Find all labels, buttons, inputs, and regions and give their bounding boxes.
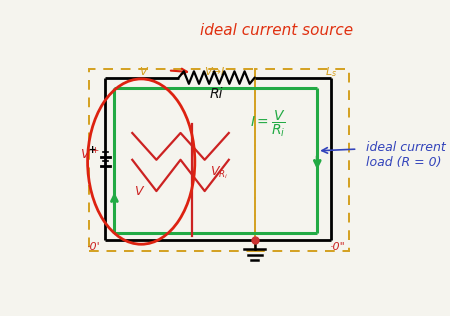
Text: +: +	[88, 145, 98, 155]
Bar	[255, 69, 349, 251]
Text: $I = \dfrac{V}{R_i}$: $I = \dfrac{V}{R_i}$	[250, 109, 286, 139]
Text: ·0': ·0'	[87, 242, 101, 252]
Bar	[90, 69, 255, 251]
Text: V: V	[139, 67, 147, 77]
Text: Ri: Ri	[210, 87, 224, 101]
Text: $L_s$: $L_s$	[324, 65, 337, 79]
Text: V: V	[134, 185, 143, 198]
Text: $V^+$: $V^+$	[80, 148, 99, 163]
Text: $V_{R_i}$: $V_{R_i}$	[210, 165, 228, 181]
Text: V→I: V→I	[204, 67, 225, 77]
Text: ideal current
load (R = 0): ideal current load (R = 0)	[366, 141, 446, 169]
Text: ·0": ·0"	[330, 242, 346, 252]
Text: ideal current source: ideal current source	[201, 23, 354, 38]
